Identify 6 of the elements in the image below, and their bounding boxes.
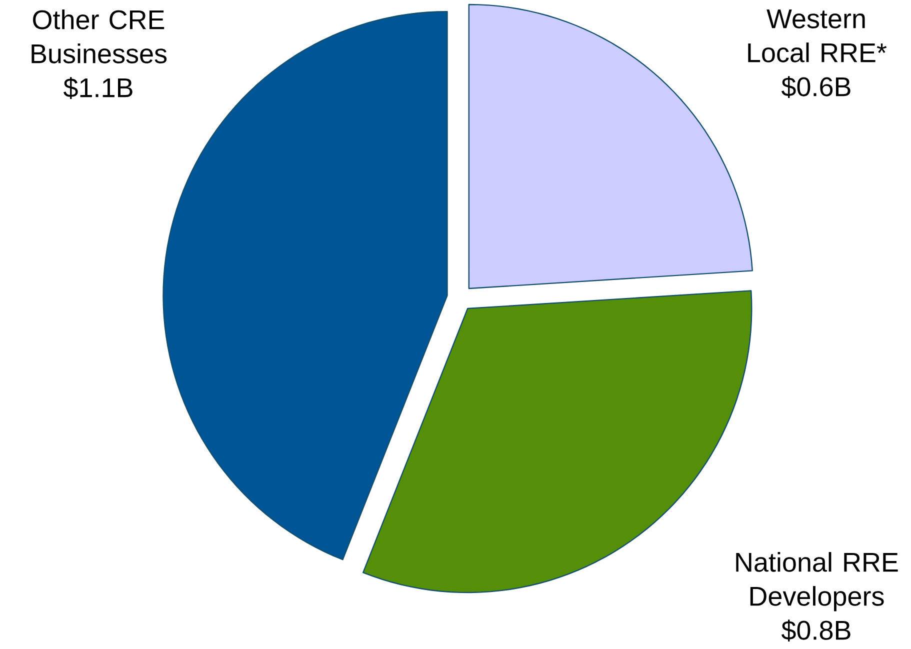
slice-label: Western Local RRE*	[748, 10, 887, 62]
slice-label: National RRE Developers	[736, 552, 898, 612]
data-label: $1.1B	[64, 77, 132, 99]
slice-label: Other CRE Businesses	[32, 10, 167, 64]
data-label: $0.8B	[782, 620, 850, 642]
data-label: $0.6B	[782, 76, 850, 98]
